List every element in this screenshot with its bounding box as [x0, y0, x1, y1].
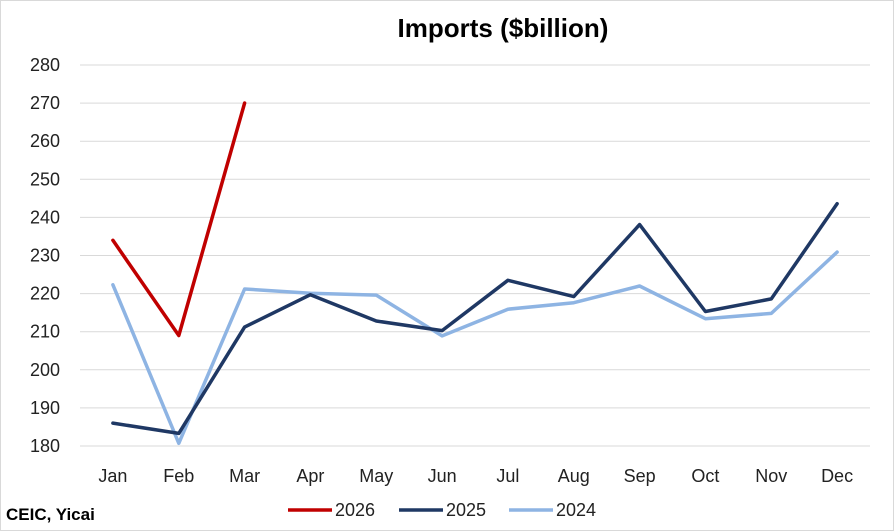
y-tick-label: 220	[30, 284, 60, 304]
source-note: CEIC, Yicai	[6, 505, 95, 524]
y-axis-ticks: 180 190 200 210 220 230 240 250 260 270 280	[30, 55, 60, 456]
y-tick-label: 250	[30, 169, 60, 189]
y-tick-label: 270	[30, 93, 60, 113]
legend-label: 2024	[556, 500, 596, 520]
x-tick-label: Sep	[624, 466, 656, 486]
y-tick-label: 260	[30, 131, 60, 151]
x-tick-label: Jan	[98, 466, 127, 486]
x-tick-label: Jun	[428, 466, 457, 486]
y-tick-label: 190	[30, 398, 60, 418]
y-tick-label: 180	[30, 436, 60, 456]
series-line-2024	[111, 250, 839, 446]
series-lines	[111, 101, 839, 446]
x-tick-label: Aug	[558, 466, 590, 486]
y-tick-label: 240	[30, 207, 60, 227]
y-tick-label: 280	[30, 55, 60, 75]
y-tick-label: 230	[30, 246, 60, 266]
series-line-2026	[111, 101, 247, 338]
x-tick-label: Apr	[296, 466, 324, 486]
x-tick-label: Oct	[691, 466, 719, 486]
legend-label: 2025	[446, 500, 486, 520]
y-tick-label: 200	[30, 360, 60, 380]
x-tick-label: Dec	[821, 466, 853, 486]
legend: 2026 2025 2024	[288, 500, 596, 520]
x-tick-label: Feb	[163, 466, 194, 486]
gridlines	[80, 64, 870, 447]
x-axis-ticks: Jan Feb Mar Apr May Jun Jul Aug Sep Oct Nov Dec	[98, 466, 853, 486]
x-tick-label: Mar	[229, 466, 260, 486]
y-tick-label: 210	[30, 322, 60, 342]
chart-title: Imports ($billion)	[398, 13, 609, 43]
x-tick-label: Jul	[496, 466, 519, 486]
series-line-2025	[111, 201, 839, 436]
x-tick-label: Nov	[755, 466, 787, 486]
x-tick-label: May	[359, 466, 393, 486]
legend-label: 2026	[335, 500, 375, 520]
